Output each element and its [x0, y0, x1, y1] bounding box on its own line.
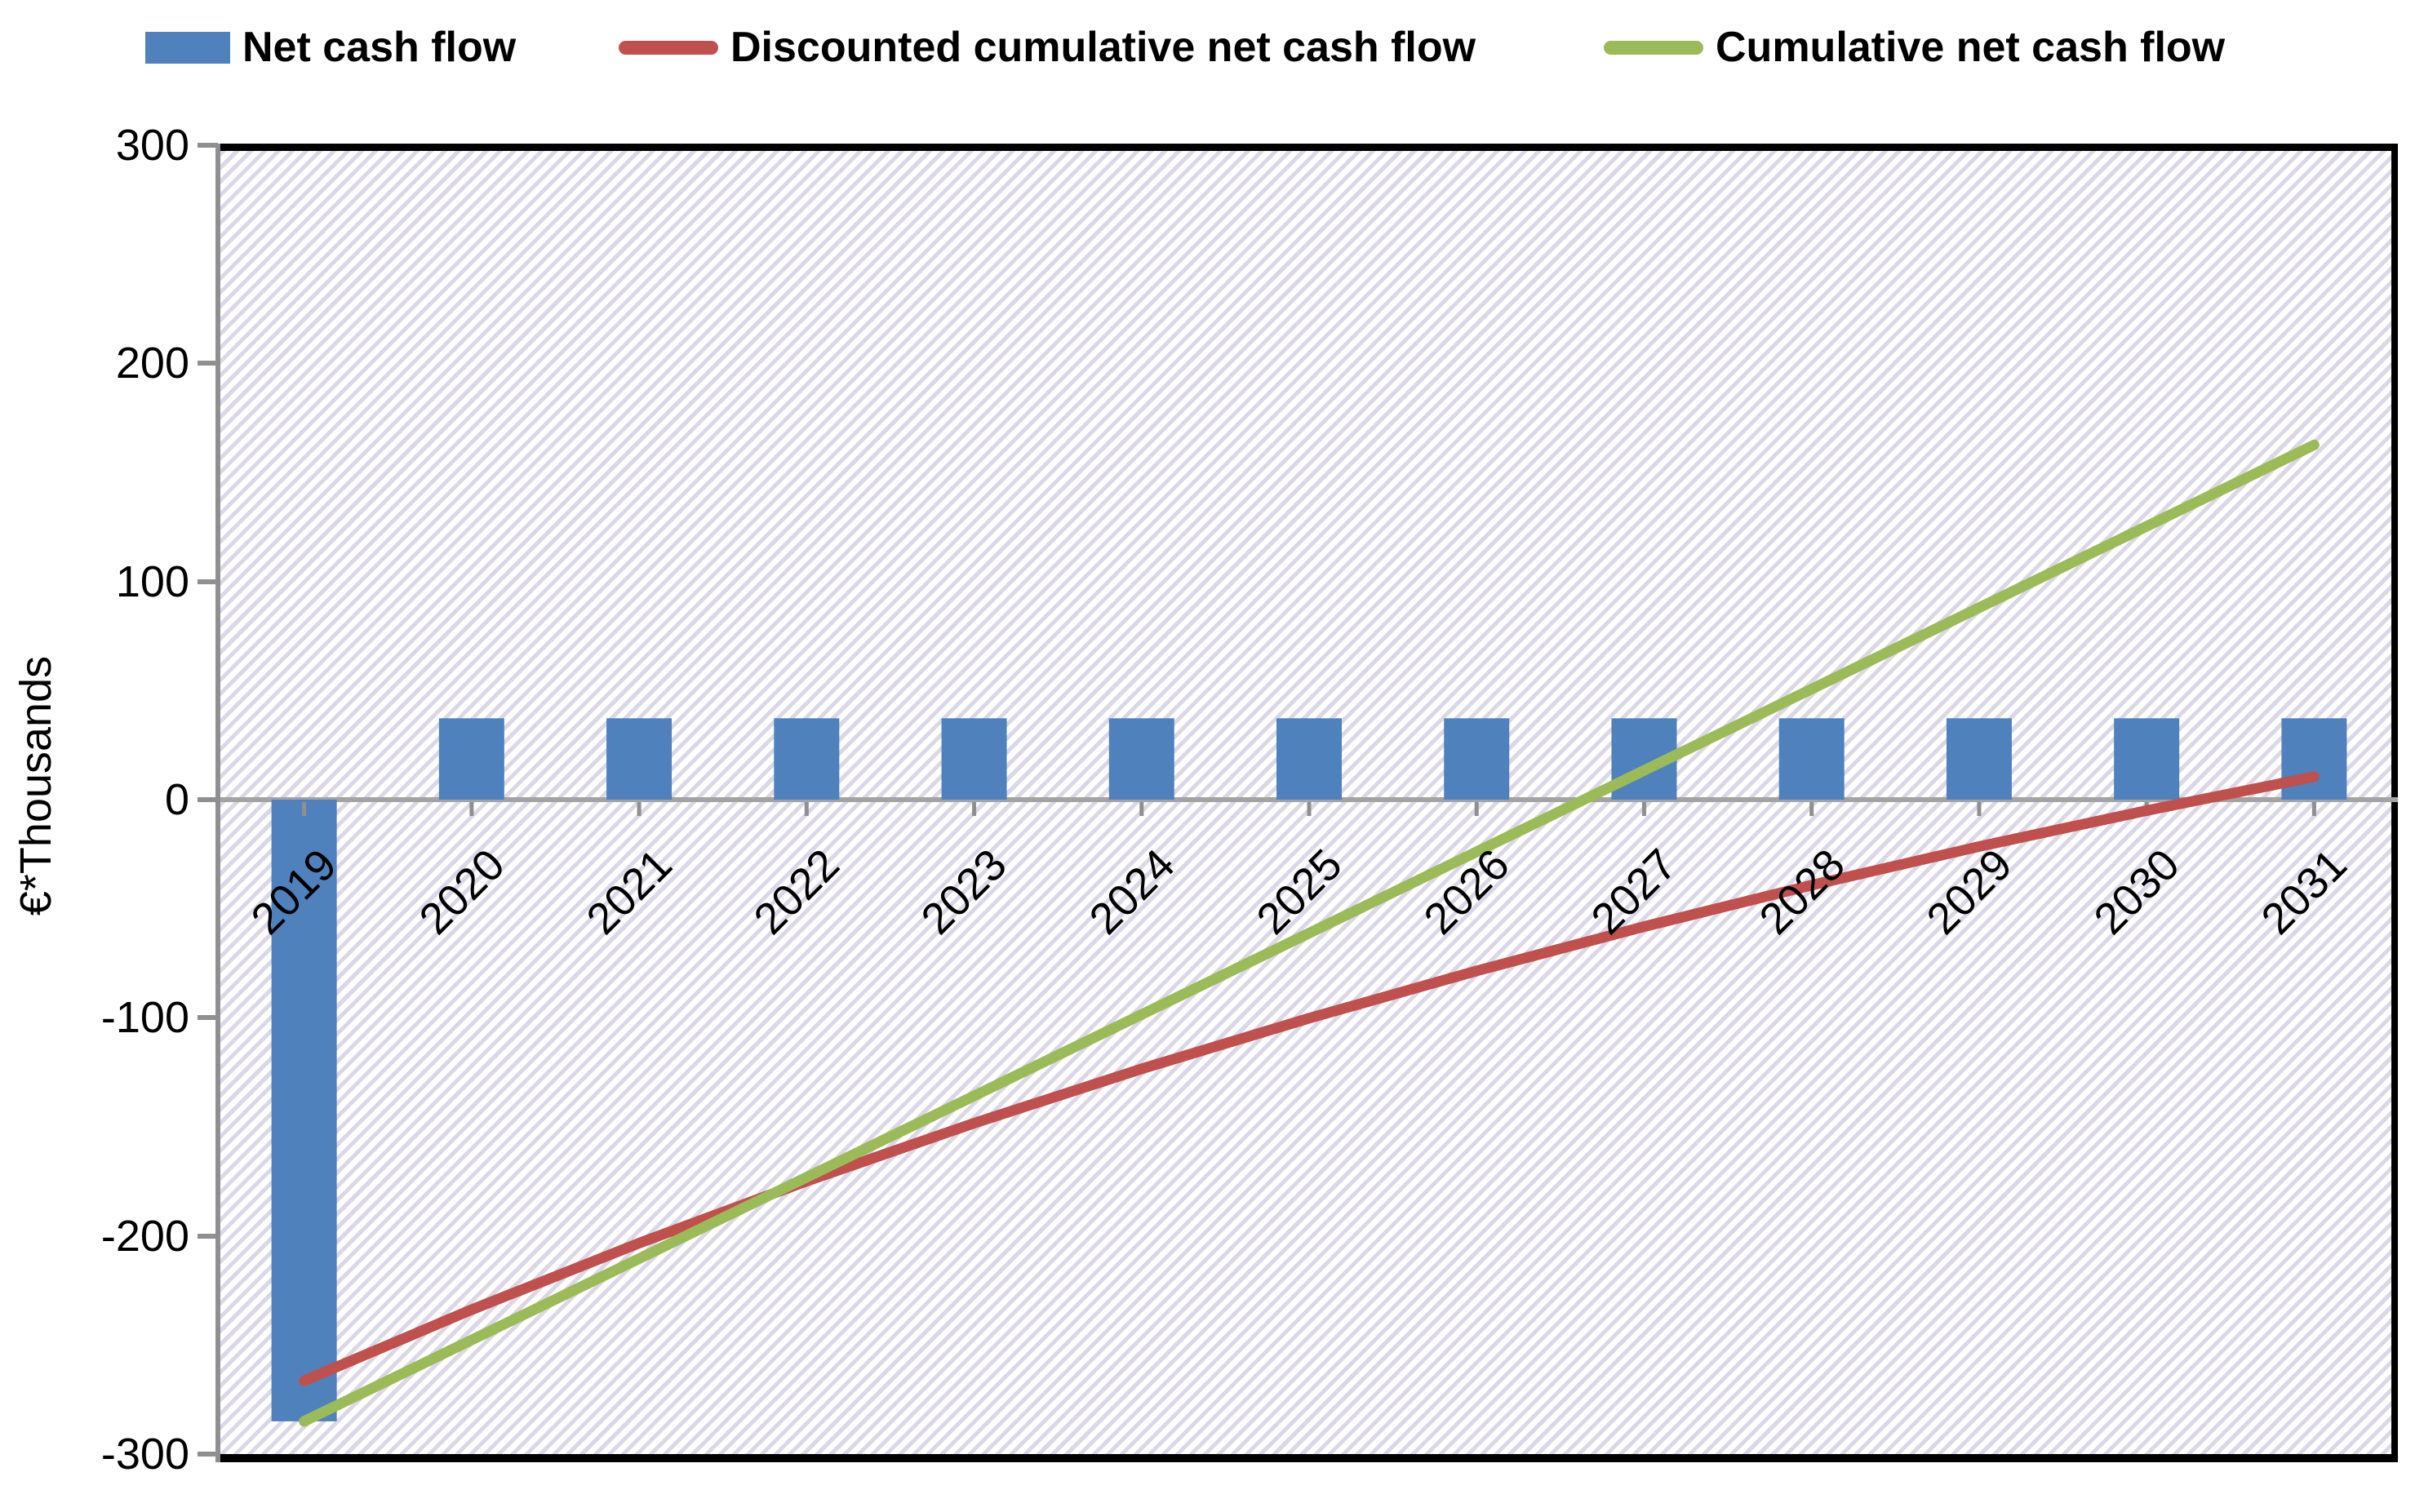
- x-tick: [1139, 802, 1144, 816]
- x-tick: [302, 802, 307, 816]
- x-tick: [469, 802, 474, 816]
- x-tick: [1474, 802, 1479, 816]
- y-tick: [198, 1233, 218, 1239]
- x-tick: [1307, 802, 1312, 816]
- x-tick: [1641, 802, 1646, 816]
- legend-label: Cumulative net cash flow: [1716, 24, 2226, 71]
- y-tick-label: 0: [164, 775, 189, 824]
- legend-item-discounted-cumulative: Discounted cumulative net cash flow: [619, 21, 1476, 73]
- x-tick: [1977, 802, 1982, 816]
- x-tick: [972, 802, 977, 816]
- y-tick-label: 300: [115, 121, 189, 170]
- x-tick: [2311, 802, 2316, 816]
- y-tick: [198, 361, 218, 366]
- y-tick: [198, 797, 218, 802]
- y-tick: [198, 143, 218, 148]
- bar-2030: [2114, 718, 2180, 800]
- bar-2025: [1276, 718, 1342, 800]
- legend-line-swatch: [619, 40, 718, 55]
- bar-2024: [1108, 718, 1174, 800]
- bar-2029: [1946, 718, 2012, 800]
- y-tick-label: -300: [100, 1430, 189, 1479]
- x-tick: [1809, 802, 1814, 816]
- bar-2022: [774, 718, 840, 800]
- bar-2028: [1778, 718, 1845, 800]
- x-tick: [804, 802, 809, 816]
- y-tick-label: -200: [100, 1211, 189, 1261]
- legend-item-cumulative: Cumulative net cash flow: [1604, 21, 2225, 73]
- legend-label: Discounted cumulative net cash flow: [730, 24, 1476, 71]
- legend-label: Net cash flow: [242, 24, 517, 71]
- x-tick: [637, 802, 642, 816]
- bar-2023: [941, 718, 1007, 800]
- bar-2019: [271, 800, 337, 1421]
- bar-2026: [1444, 718, 1510, 800]
- y-tick-label: -100: [100, 993, 189, 1043]
- y-tick-label: 100: [115, 556, 189, 606]
- y-tick: [198, 579, 218, 584]
- legend-bar-swatch: [145, 31, 230, 64]
- y-tick: [198, 1015, 218, 1021]
- bar-2031: [2281, 718, 2347, 800]
- line-discounted-cumulative-net-cash-flow: [299, 771, 2320, 1386]
- y-tick: [198, 1452, 218, 1457]
- legend-item-net-cash-flow: Net cash flow: [145, 21, 516, 73]
- legend-line-swatch: [1604, 40, 1703, 55]
- bar-2021: [606, 718, 673, 800]
- y-tick-label: 200: [115, 339, 189, 388]
- y-axis-line: [215, 144, 221, 1462]
- line-cumulative-net-cash-flow: [299, 439, 2320, 1427]
- bar-2020: [438, 718, 504, 800]
